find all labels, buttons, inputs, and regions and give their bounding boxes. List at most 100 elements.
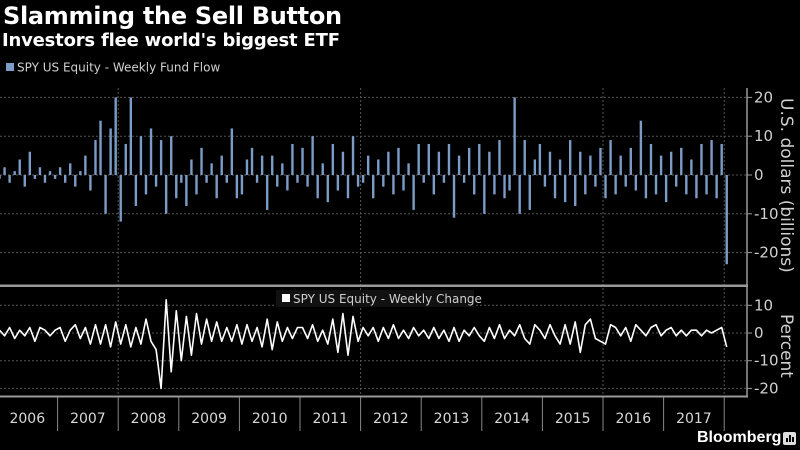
fund-flow-bar xyxy=(402,175,405,191)
fund-flow-bar xyxy=(336,175,340,191)
fund-flow-bar xyxy=(685,175,688,195)
x-tick-label: 2016 xyxy=(615,411,651,427)
fund-flow-bar xyxy=(124,143,127,175)
fund-flow-bar xyxy=(301,147,304,175)
fund-flow-bar xyxy=(265,175,269,210)
fund-flow-bar xyxy=(79,171,82,175)
fund-flow-bar xyxy=(84,155,87,175)
fund-flow-bar xyxy=(58,167,62,175)
fund-flow-bar xyxy=(594,175,597,187)
fund-flow-bar xyxy=(533,159,537,175)
fund-flow-bar xyxy=(139,136,143,175)
legend-background xyxy=(276,290,474,307)
fund-flow-bar xyxy=(574,175,577,207)
fund-flow-bar xyxy=(488,151,491,175)
legend-fund-flow: SPY US Equity - Weekly Fund Flow xyxy=(6,61,220,75)
fund-flow-bar xyxy=(0,175,1,179)
fund-flow-bar xyxy=(220,155,223,175)
fund-flow-bar xyxy=(372,175,375,199)
fund-flow-bar xyxy=(397,147,400,175)
fund-flow-bar xyxy=(38,167,42,175)
fund-flow-bar xyxy=(351,136,355,175)
fund-flow-bar xyxy=(53,175,57,179)
legend-weekly-change: SPY US Equity - Weekly Change xyxy=(276,290,482,307)
fund-flow-bar xyxy=(483,175,486,214)
panel-separator xyxy=(0,284,748,287)
fund-flow-bar xyxy=(695,175,698,199)
fund-flow-bar xyxy=(669,151,673,175)
fund-flow-bar xyxy=(457,155,461,175)
fund-flow-bar xyxy=(240,175,244,195)
fund-flow-bar xyxy=(3,167,6,175)
fund-flow-bar xyxy=(255,175,259,183)
fund-flow-bar xyxy=(462,175,466,183)
fund-flow-bar xyxy=(473,175,476,195)
fund-flow-bar xyxy=(311,136,314,175)
fund-flow-bar xyxy=(523,140,526,175)
fund-flow-bar xyxy=(407,163,410,175)
fund-flow-bar xyxy=(119,175,122,222)
fund-flow-bar xyxy=(205,175,208,183)
fund-flow-bar xyxy=(276,175,279,187)
bloomberg-terminal-icon xyxy=(783,432,796,445)
fund-flow-bar xyxy=(725,175,728,265)
fund-flow-bar xyxy=(599,147,602,175)
fund-flow-bar xyxy=(437,151,441,175)
fund-flow-bar xyxy=(543,175,547,187)
fund-flow-bar xyxy=(377,159,380,175)
fund-flow-bar xyxy=(200,147,203,175)
fund-flow-bar xyxy=(69,163,72,175)
fund-flow-bar xyxy=(144,175,148,195)
fund-flow-bar xyxy=(154,175,158,187)
fund-flow-bar xyxy=(164,175,168,214)
fund-flow-bar xyxy=(518,175,521,214)
fund-flow-bar xyxy=(23,175,26,187)
chart-subtitle: Investors flee world's biggest ETF xyxy=(2,30,340,51)
fund-flow-bar xyxy=(356,175,360,187)
fund-flow-bar xyxy=(170,136,173,175)
fund-flow-bar xyxy=(664,175,668,203)
fund-flow-bar xyxy=(366,155,370,175)
fund-flow-bar xyxy=(705,175,708,195)
fund-flow-bar xyxy=(281,163,284,175)
fund-flow-bar xyxy=(48,171,52,175)
fund-flow-bar xyxy=(639,120,643,175)
x-tick-label: 2008 xyxy=(131,411,167,427)
fund-flow-bar xyxy=(452,175,456,218)
fund-flow-bar xyxy=(18,159,21,175)
chart-title: Slamming the Sell Button xyxy=(3,2,342,30)
fund-flow-bar xyxy=(159,140,163,175)
fund-flow-bar xyxy=(609,140,612,175)
fund-flow-bar xyxy=(250,147,254,175)
fund-flow-bar xyxy=(412,175,415,210)
fund-flow-bar xyxy=(33,175,37,179)
y-tick-label-bottom: 10 xyxy=(754,296,773,314)
x-tick-label: 2011 xyxy=(312,411,348,427)
legend-swatch-fund-flow xyxy=(6,63,14,71)
fund-flow-bar xyxy=(634,175,638,191)
fund-flow-bar xyxy=(528,175,531,210)
fund-flow-bar xyxy=(467,147,471,175)
fund-flow-bar xyxy=(387,151,390,175)
fund-flow-bar xyxy=(361,175,365,183)
fund-flow-bar xyxy=(558,159,562,175)
fund-flow-bar xyxy=(114,97,117,175)
legend-label-weekly-change: SPY US Equity - Weekly Change xyxy=(293,292,482,306)
x-tick-label: 2017 xyxy=(676,411,712,427)
fund-flow-bar xyxy=(644,175,648,199)
fund-flow-bar xyxy=(715,175,718,199)
y-tick-label-top: -20 xyxy=(754,244,779,262)
fund-flow-bar xyxy=(28,151,32,175)
y-tick-label-top: -10 xyxy=(754,205,779,223)
fund-flow-bar xyxy=(654,175,658,195)
fund-flow-bar xyxy=(538,143,542,175)
fund-flow-bar xyxy=(629,147,632,175)
fund-flow-bar xyxy=(508,175,511,191)
y-tick-label-top: 10 xyxy=(754,127,773,145)
fund-flow-bar xyxy=(271,155,274,175)
fund-flow-bar xyxy=(568,140,572,175)
fund-flow-bar xyxy=(94,140,97,175)
fund-flow-bar xyxy=(195,175,198,195)
y-tick-label-bottom: -10 xyxy=(754,352,779,370)
